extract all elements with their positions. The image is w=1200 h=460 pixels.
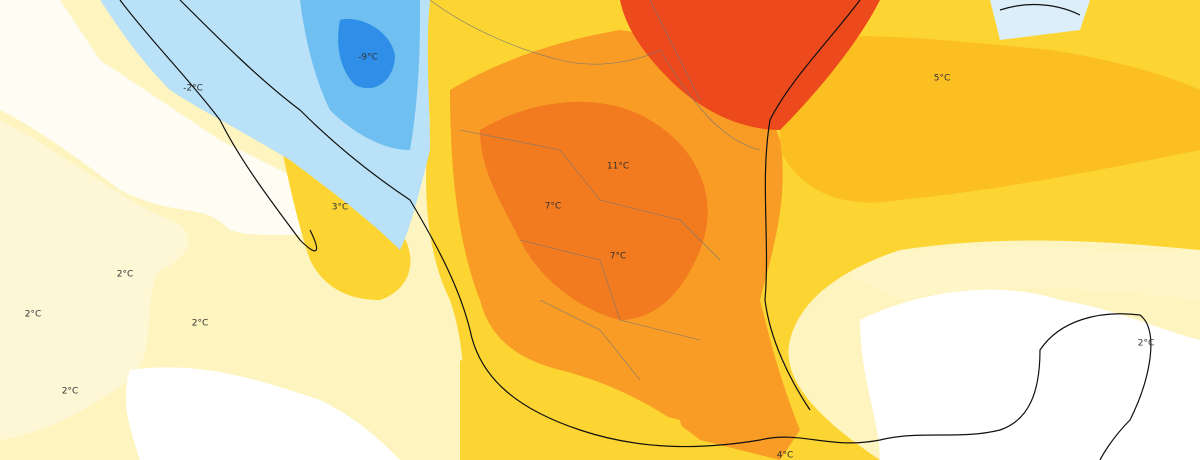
coastline: [119, 0, 318, 252]
coastline: [999, 3, 1081, 16]
red-area: [620, 0, 880, 130]
borders: [429, 0, 761, 381]
dark-orange-area: [480, 101, 708, 321]
coastlines: [119, 0, 1152, 460]
white-area: [860, 289, 1200, 460]
coastline: [764, 0, 861, 411]
pale-yellow-area: [820, 245, 1200, 300]
yellow-area: [460, 360, 690, 460]
deep-blue-area: [338, 19, 395, 89]
border: [459, 0, 721, 381]
temperature-label: -9°C: [358, 53, 378, 63]
temperature-label: 2°C: [25, 310, 42, 320]
yellow-area: [280, 140, 411, 300]
pale-area: [0, 120, 189, 440]
temperature-label: -2°C: [183, 84, 203, 94]
temperature-label: 2°C: [192, 319, 209, 329]
labels: -9°C -2°C 3°C 2°C 2°C 2°C 2°C 11°C 7°C 7…: [25, 53, 1155, 460]
temperature-label: 5°C: [934, 74, 951, 84]
light-orange-area: [780, 35, 1200, 203]
coastline: [179, 0, 1152, 460]
temperature-label: 2°C: [1138, 339, 1155, 349]
temperature-label: 7°C: [545, 202, 562, 212]
white-area: [0, 0, 340, 240]
border: [429, 0, 761, 151]
white-area: [125, 367, 401, 460]
light-blue-area: [990, 0, 1090, 40]
temperature-label: 11°C: [607, 162, 629, 172]
temperature-label: 2°C: [62, 387, 79, 397]
temperature-label: 4°C: [777, 451, 794, 460]
temperature-label: 7°C: [610, 252, 627, 262]
temperature-label: 2°C: [117, 270, 134, 280]
temperature-label: 3°C: [332, 203, 349, 213]
